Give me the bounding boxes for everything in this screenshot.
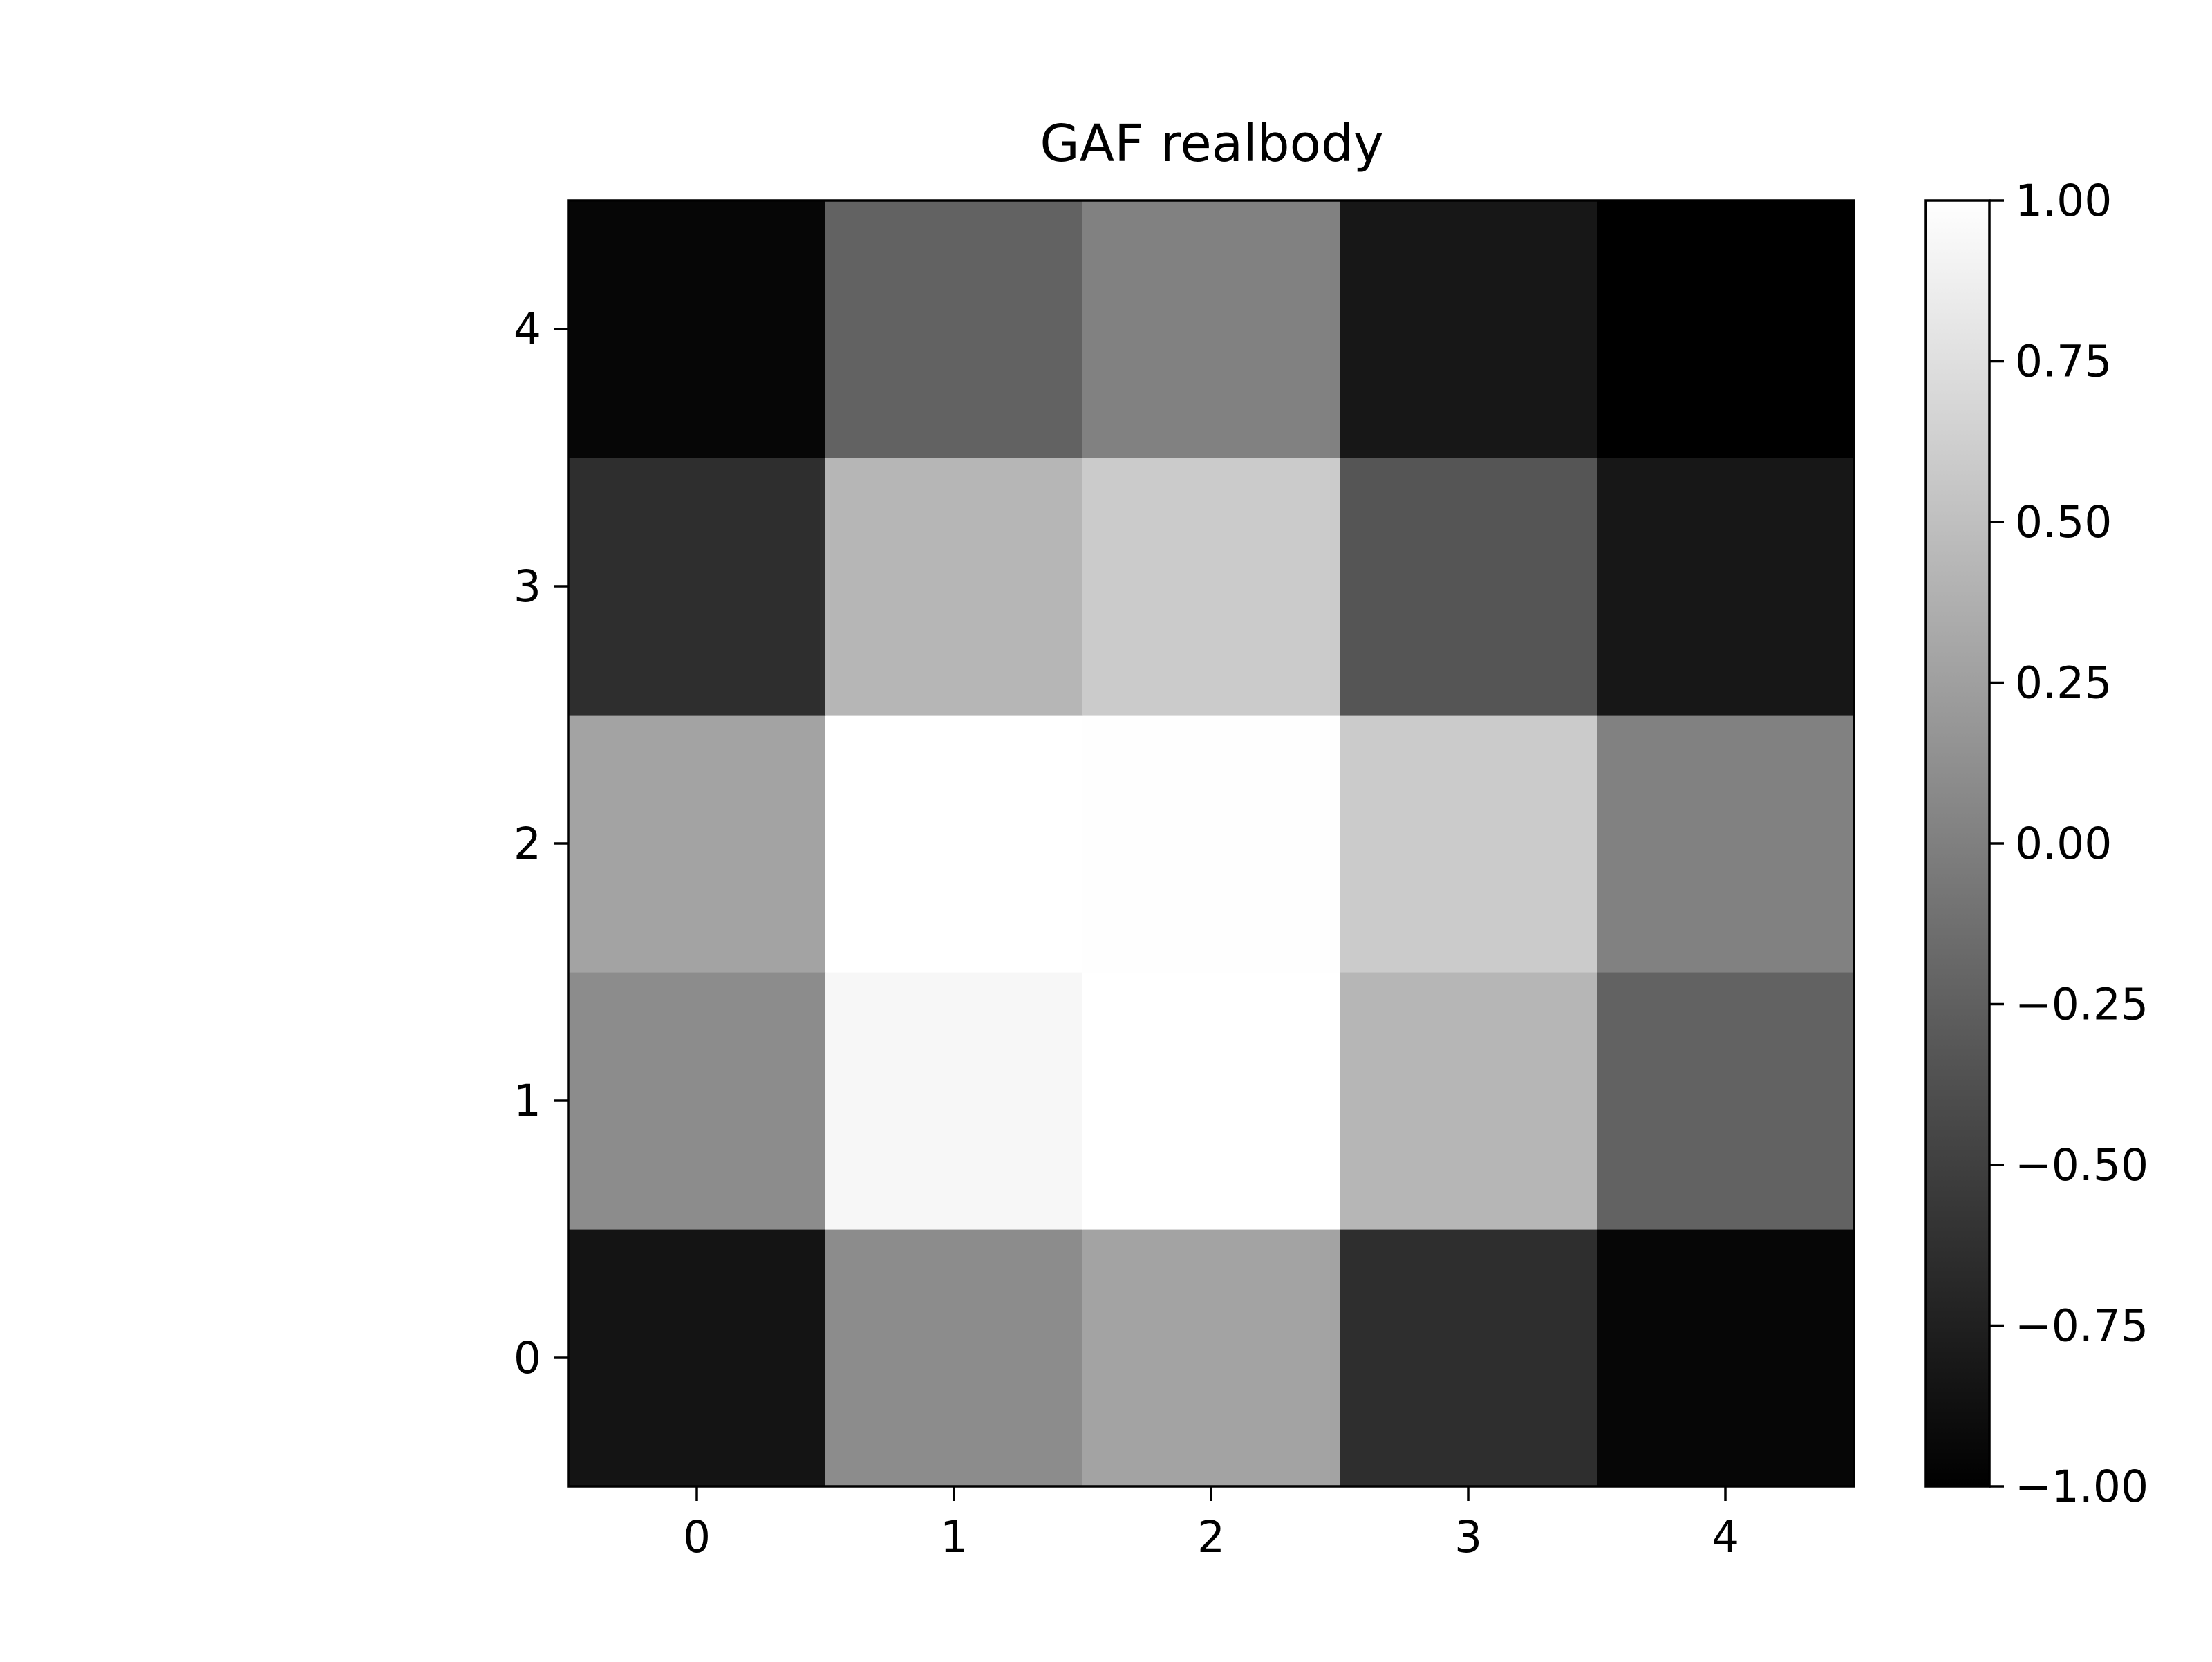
x-tick-label: 1 bbox=[940, 1512, 968, 1562]
heatmap-cell-r0-c4 bbox=[1597, 1229, 1855, 1487]
colorbar: −1.00 −0.75 −0.50 −0.25 0.00 0.25 0.50 0.75 1.00 bbox=[1924, 176, 2148, 1512]
heatmap-cell-r3-c0 bbox=[568, 458, 826, 716]
x-tick-label: 3 bbox=[1454, 1512, 1482, 1562]
heatmap-cell-r3-c3 bbox=[1340, 458, 1597, 716]
heatmap-cell-r2-c1 bbox=[825, 715, 1083, 973]
y-tick-label: 1 bbox=[514, 1076, 541, 1126]
colorbar-tick-label: 0.00 bbox=[2015, 819, 2112, 869]
heatmap-cell-r0-c2 bbox=[1082, 1229, 1340, 1487]
colorbar-tick-label: −1.00 bbox=[2015, 1462, 2148, 1512]
y-tick-label: 3 bbox=[514, 561, 541, 612]
y-tick-label: 4 bbox=[514, 304, 541, 355]
colorbar-tick-label: 1.00 bbox=[2015, 176, 2112, 226]
colorbar-tick-label: −0.25 bbox=[2015, 980, 2148, 1030]
heatmap-cell-r4-c1 bbox=[825, 200, 1083, 458]
heatmap-cell-r0-c1 bbox=[825, 1229, 1083, 1487]
heatmap-cells bbox=[568, 200, 1855, 1487]
colorbar-tick-label: 0.50 bbox=[2015, 497, 2112, 548]
heatmap-cell-r1-c0 bbox=[568, 972, 826, 1230]
heatmap-cell-r1-c4 bbox=[1597, 972, 1855, 1230]
colorbar-tick-label: 0.75 bbox=[2015, 337, 2112, 387]
heatmap-cell-r1-c2 bbox=[1082, 972, 1340, 1230]
heatmap-cell-r2-c3 bbox=[1340, 715, 1597, 973]
x-tick-label: 0 bbox=[683, 1512, 711, 1562]
colorbar-tick-label: −0.75 bbox=[2015, 1301, 2148, 1352]
heatmap-cell-r0-c3 bbox=[1340, 1229, 1597, 1487]
heatmap-cell-r3-c2 bbox=[1082, 458, 1340, 716]
heatmap-cell-r2-c2 bbox=[1082, 715, 1340, 973]
x-tick-label: 4 bbox=[1712, 1512, 1739, 1562]
heatmap-axes: 0 1 2 3 4 0 1 2 3 4 bbox=[514, 199, 1855, 1562]
colorbar-tick-label: −0.50 bbox=[2015, 1140, 2148, 1191]
colorbar-gradient bbox=[1924, 199, 1991, 1488]
chart-title: GAF realbody bbox=[1040, 114, 1383, 174]
y-tick-label: 2 bbox=[514, 819, 541, 869]
colorbar-tick-label: 0.25 bbox=[2015, 658, 2112, 709]
heatmap-cell-r4-c0 bbox=[568, 200, 826, 458]
heatmap-cell-r2-c0 bbox=[568, 715, 826, 973]
heatmap-cell-r4-c2 bbox=[1082, 200, 1340, 458]
heatmap-cell-r0-c0 bbox=[568, 1229, 826, 1487]
heatmap-cell-r3-c1 bbox=[825, 458, 1083, 716]
heatmap-cell-r1-c3 bbox=[1340, 972, 1597, 1230]
heatmap-cell-r1-c1 bbox=[825, 972, 1083, 1230]
heatmap-cell-r4-c3 bbox=[1340, 200, 1597, 458]
y-tick-label: 0 bbox=[514, 1333, 541, 1383]
heatmap-cell-r4-c4 bbox=[1597, 200, 1855, 458]
heatmap-cell-r2-c4 bbox=[1597, 715, 1855, 973]
x-tick-label: 2 bbox=[1197, 1512, 1225, 1562]
heatmap-cell-r3-c4 bbox=[1597, 458, 1855, 716]
